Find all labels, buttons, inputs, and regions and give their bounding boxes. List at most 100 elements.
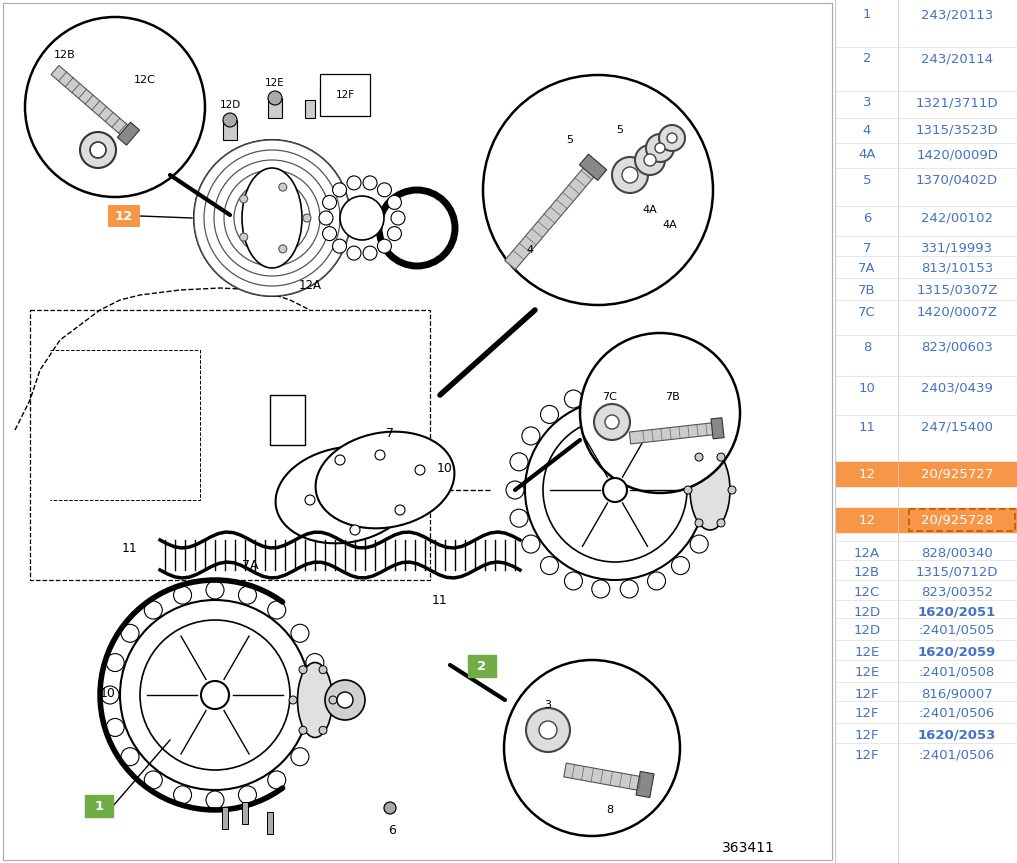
Circle shape — [291, 747, 309, 765]
Circle shape — [350, 525, 360, 535]
Circle shape — [234, 180, 310, 256]
Circle shape — [506, 481, 524, 499]
Circle shape — [635, 145, 665, 175]
Bar — [242, 802, 248, 824]
Text: 1: 1 — [95, 799, 104, 812]
Circle shape — [319, 665, 327, 674]
Ellipse shape — [242, 168, 302, 268]
Circle shape — [305, 495, 315, 505]
Text: 1: 1 — [862, 9, 872, 22]
Circle shape — [592, 580, 610, 598]
Text: 1620/2051: 1620/2051 — [918, 606, 996, 619]
Circle shape — [384, 802, 396, 814]
Polygon shape — [117, 123, 139, 145]
Text: 12D: 12D — [220, 100, 241, 110]
Circle shape — [363, 176, 377, 190]
Circle shape — [644, 154, 656, 166]
Text: 7C: 7C — [602, 392, 617, 402]
Circle shape — [347, 246, 361, 260]
Circle shape — [691, 535, 708, 553]
Circle shape — [238, 586, 256, 604]
Text: 7A: 7A — [242, 558, 258, 571]
Text: 12D: 12D — [853, 606, 881, 619]
Ellipse shape — [276, 447, 415, 544]
Text: 12: 12 — [115, 210, 133, 223]
Text: 11: 11 — [432, 594, 447, 607]
Polygon shape — [711, 418, 724, 438]
Text: 3: 3 — [862, 97, 872, 110]
Text: 4: 4 — [862, 123, 872, 136]
Ellipse shape — [690, 450, 730, 530]
Text: 1321/3711D: 1321/3711D — [915, 97, 999, 110]
Circle shape — [299, 665, 307, 674]
Text: 11: 11 — [858, 420, 876, 433]
Circle shape — [319, 211, 333, 225]
Circle shape — [387, 227, 402, 241]
Circle shape — [347, 176, 361, 190]
Circle shape — [89, 142, 106, 158]
Text: 816/90007: 816/90007 — [921, 688, 993, 701]
Text: 7: 7 — [862, 242, 872, 255]
Circle shape — [319, 727, 327, 734]
Circle shape — [717, 519, 725, 527]
Text: 2: 2 — [862, 53, 872, 66]
Circle shape — [511, 453, 528, 471]
Text: 243/20113: 243/20113 — [920, 9, 994, 22]
Bar — [320, 87, 330, 105]
Text: 12F: 12F — [854, 688, 880, 701]
Text: 12E: 12E — [854, 665, 880, 678]
Text: 4A: 4A — [643, 205, 657, 215]
Circle shape — [522, 535, 540, 553]
Text: 12F: 12F — [336, 90, 355, 100]
Circle shape — [106, 653, 124, 671]
Circle shape — [303, 214, 311, 222]
Circle shape — [706, 481, 724, 499]
Text: 247/15400: 247/15400 — [921, 420, 993, 433]
Text: 12: 12 — [858, 513, 876, 526]
Text: 4A: 4A — [858, 148, 876, 161]
Text: 7C: 7C — [858, 306, 876, 318]
Circle shape — [671, 406, 690, 424]
Text: 1315/0307Z: 1315/0307Z — [916, 284, 998, 297]
Text: 4: 4 — [527, 245, 534, 255]
Ellipse shape — [298, 663, 333, 738]
Bar — [468, 655, 496, 677]
Text: 12E: 12E — [854, 646, 880, 658]
Circle shape — [363, 246, 377, 260]
Text: 10: 10 — [437, 462, 453, 475]
Circle shape — [268, 91, 282, 105]
Circle shape — [101, 686, 119, 704]
Circle shape — [540, 406, 558, 424]
Circle shape — [144, 771, 163, 789]
Circle shape — [80, 132, 116, 168]
Bar — [222, 807, 228, 829]
Circle shape — [340, 196, 384, 240]
Circle shape — [605, 415, 619, 429]
Text: 12F: 12F — [854, 748, 880, 761]
Circle shape — [174, 786, 191, 803]
Bar — [108, 205, 140, 227]
Circle shape — [337, 692, 353, 708]
Text: 3: 3 — [544, 700, 551, 710]
Polygon shape — [580, 154, 607, 180]
Text: 12D: 12D — [853, 623, 881, 637]
Circle shape — [333, 183, 347, 197]
Circle shape — [695, 453, 703, 461]
Text: 6: 6 — [862, 211, 872, 224]
Circle shape — [695, 519, 703, 527]
Circle shape — [648, 572, 665, 590]
Text: 243/20114: 243/20114 — [921, 53, 993, 66]
Text: 1620/2059: 1620/2059 — [918, 646, 996, 658]
Text: 823/00352: 823/00352 — [921, 585, 993, 599]
Circle shape — [289, 696, 297, 704]
Circle shape — [377, 239, 392, 253]
Text: 363411: 363411 — [722, 841, 774, 855]
Circle shape — [667, 133, 677, 143]
Text: 10: 10 — [100, 686, 116, 700]
Circle shape — [564, 572, 583, 590]
Circle shape — [333, 239, 347, 253]
Circle shape — [121, 747, 139, 765]
Circle shape — [238, 786, 256, 803]
Text: 12: 12 — [858, 468, 876, 481]
Circle shape — [291, 624, 309, 642]
